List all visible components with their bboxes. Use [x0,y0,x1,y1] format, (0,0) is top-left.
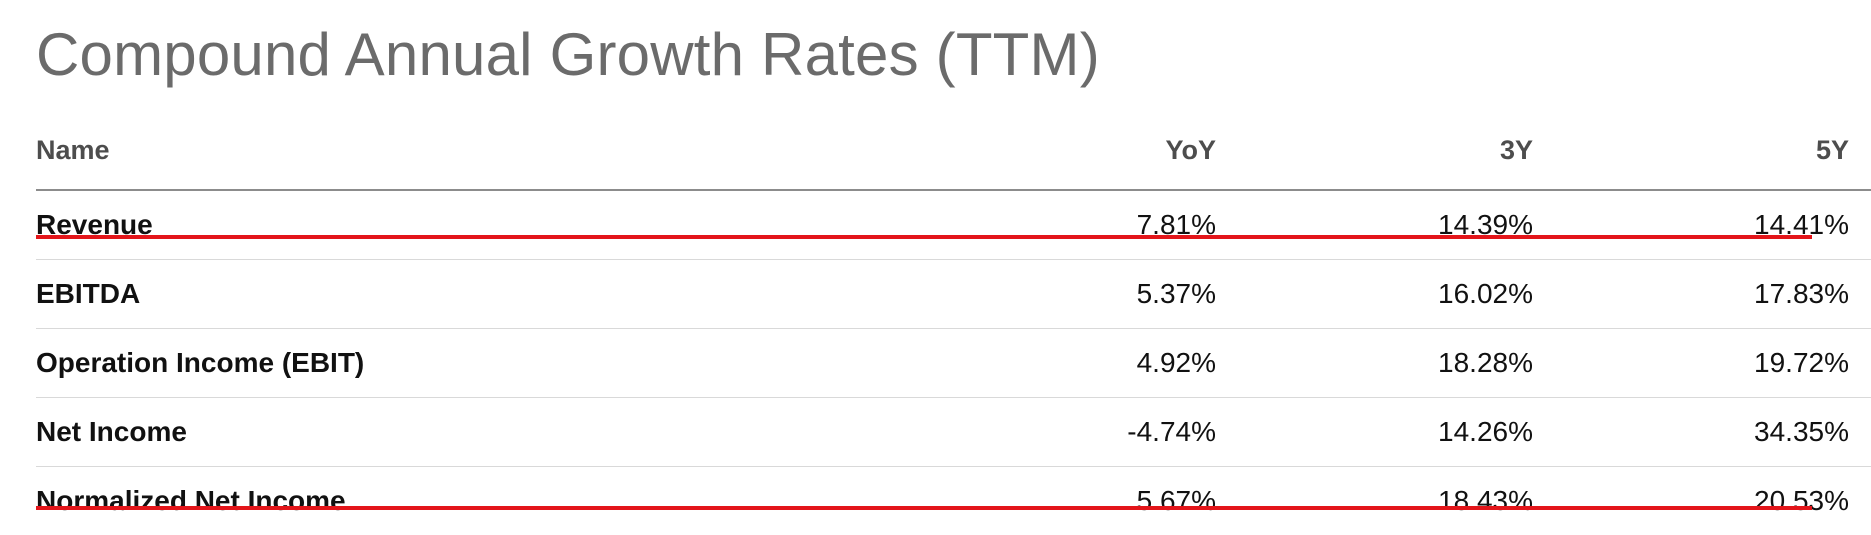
row-spacer [1849,398,1871,467]
cell-3y: 14.26% [1216,398,1533,467]
header-row: Name YoY 3Y 5Y [36,118,1871,190]
row-name: Revenue [36,190,936,260]
row-name: Operation Income (EBIT) [36,329,936,398]
row-name: Net Income [36,398,936,467]
cell-5y: 19.72% [1533,329,1849,398]
column-header-5y[interactable]: 5Y [1533,118,1849,190]
highlight-underline-revenue [36,235,1812,239]
row-name: EBITDA [36,260,936,329]
cell-yoy: 5.37% [936,260,1216,329]
column-header-name[interactable]: Name [36,118,936,190]
table-row-operation-income: Operation Income (EBIT) 4.92% 18.28% 19.… [36,329,1871,398]
cell-5y: 34.35% [1533,398,1849,467]
table-row-ebitda: EBITDA 5.37% 16.02% 17.83% [36,260,1871,329]
cell-3y: 14.39% [1216,190,1533,260]
table-body: Revenue 7.81% 14.39% 14.41% EBITDA 5.37%… [36,190,1871,535]
cell-5y: 17.83% [1533,260,1849,329]
table-row-revenue: Revenue 7.81% 14.39% 14.41% [36,190,1871,260]
row-spacer [1849,190,1871,260]
table-row-net-income: Net Income -4.74% 14.26% 34.35% [36,398,1871,467]
column-header-yoy[interactable]: YoY [936,118,1216,190]
cell-yoy: 4.92% [936,329,1216,398]
cell-yoy: -4.74% [936,398,1216,467]
row-spacer [1849,329,1871,398]
page-title: Compound Annual Growth Rates (TTM) [36,20,1100,89]
cell-3y: 16.02% [1216,260,1533,329]
cell-3y: 18.28% [1216,329,1533,398]
cell-5y: 14.41% [1533,190,1849,260]
table-header: Name YoY 3Y 5Y [36,118,1871,190]
row-spacer [1849,260,1871,329]
growth-rates-table: Name YoY 3Y 5Y Revenue 7.81% 14.39% 14.4… [36,118,1871,535]
column-header-spacer [1849,118,1871,190]
cell-yoy: 7.81% [936,190,1216,260]
highlight-underline-normalized-net-income [36,506,1812,510]
column-header-3y[interactable]: 3Y [1216,118,1533,190]
